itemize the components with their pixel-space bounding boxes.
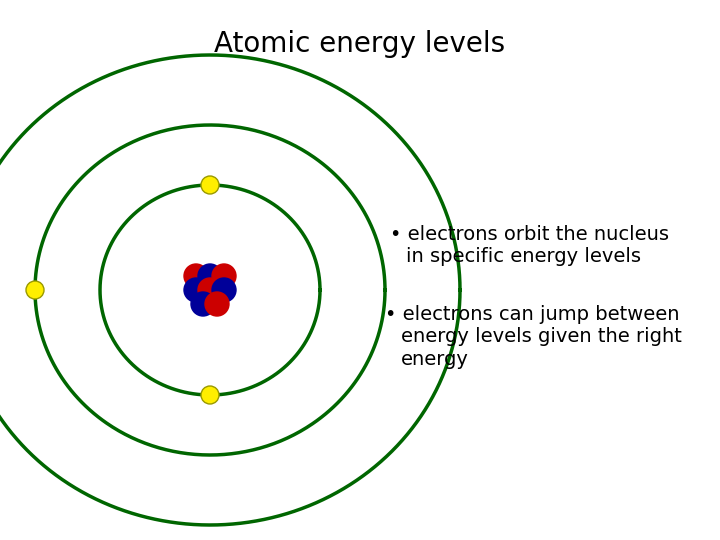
Text: • electrons orbit the nucleus: • electrons orbit the nucleus <box>390 225 669 244</box>
Text: energy: energy <box>401 350 469 369</box>
Circle shape <box>212 278 236 302</box>
Circle shape <box>184 278 208 302</box>
Circle shape <box>198 278 222 302</box>
Text: energy levels given the right: energy levels given the right <box>401 327 682 346</box>
Circle shape <box>191 292 215 316</box>
Circle shape <box>184 264 208 288</box>
Text: in specific energy levels: in specific energy levels <box>406 247 641 266</box>
Circle shape <box>212 264 236 288</box>
Circle shape <box>26 281 44 299</box>
Circle shape <box>201 386 219 404</box>
Circle shape <box>205 292 229 316</box>
Circle shape <box>198 264 222 288</box>
Circle shape <box>201 176 219 194</box>
Text: Atomic energy levels: Atomic energy levels <box>215 30 505 58</box>
Text: • electrons can jump between: • electrons can jump between <box>385 305 680 324</box>
